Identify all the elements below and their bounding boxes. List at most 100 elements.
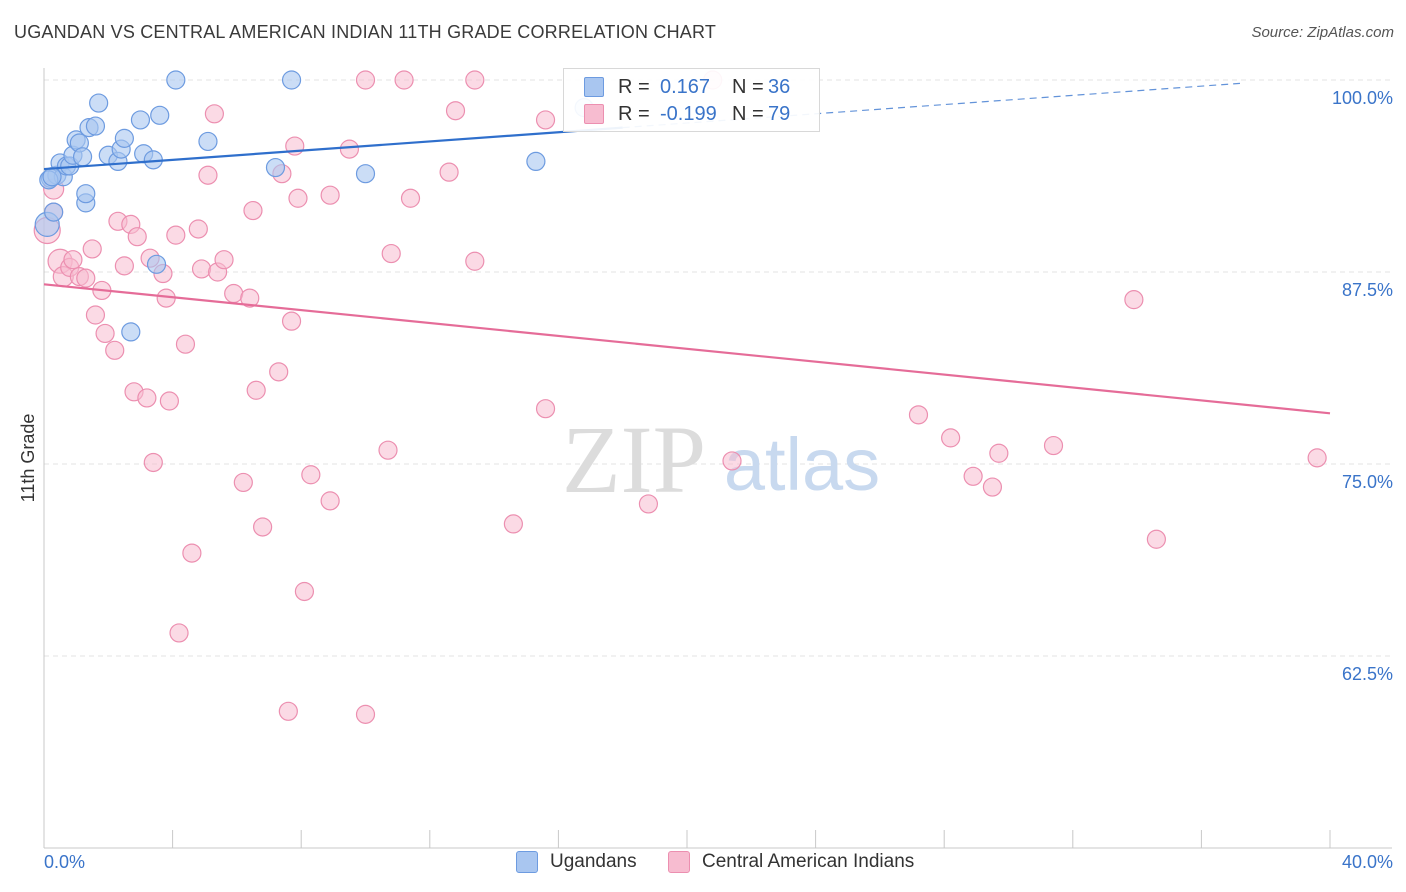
data-point-central-american-indians <box>963 466 983 486</box>
data-point-central-american-indians <box>143 452 163 473</box>
data-point-central-american-indians <box>246 380 266 400</box>
data-point-central-american-indians <box>281 311 302 331</box>
y-tick-label: 75.0% <box>1342 472 1393 492</box>
legend-row-central-american-indians: R = -0.199 N = 79 <box>584 102 790 126</box>
data-point-ugandans <box>146 254 167 274</box>
series-ugandans-points <box>34 70 594 342</box>
source-label: Source: ZipAtlas.com <box>1251 24 1394 41</box>
x-tick-label-min: 0.0% <box>44 852 86 872</box>
data-point-ugandans <box>44 202 64 222</box>
trend-lines <box>43 82 1331 415</box>
data-point-central-american-indians <box>381 243 401 264</box>
y-tick-label: 100.0% <box>1332 88 1393 108</box>
data-point-ugandans <box>198 131 218 152</box>
watermark-zip: ZIP <box>562 406 706 513</box>
legend-r-value: 0.167 <box>660 75 711 98</box>
data-point-ugandans <box>526 151 546 172</box>
data-point-central-american-indians <box>465 251 485 271</box>
data-point-central-american-indians <box>76 268 96 288</box>
data-point-central-american-indians <box>198 165 218 185</box>
data-point-ugandans <box>166 70 186 90</box>
data-point-ugandans <box>89 93 109 113</box>
data-point-central-american-indians <box>127 227 147 247</box>
data-point-central-american-indians <box>1043 435 1064 456</box>
data-point-central-american-indians <box>1307 448 1327 468</box>
data-point-ugandans <box>281 70 302 90</box>
data-point-central-american-indians <box>320 185 340 205</box>
legend-swatch-ugandans <box>584 77 604 97</box>
trend-line-central-american-indians <box>43 283 1331 415</box>
y-tick-label: 62.5% <box>1342 664 1393 684</box>
data-point-central-american-indians <box>378 440 398 460</box>
legend-swatch-central-american-indians <box>584 104 604 124</box>
trend-line-ugandans <box>43 126 623 171</box>
chart-title: UGANDAN VS CENTRAL AMERICAN INDIAN 11TH … <box>14 22 717 42</box>
legend-swatch-central-american-indians <box>668 851 690 873</box>
data-point-central-american-indians <box>301 465 321 485</box>
legend-r-label: R = <box>618 102 650 125</box>
legend-item-central-american-indians[interactable]: Central American Indians <box>668 851 914 873</box>
correlation-legend: R = 0.167 N = 36 R = -0.199 N = 79 <box>563 68 820 132</box>
data-point-central-american-indians <box>233 472 253 493</box>
legend-n-label: N = <box>732 75 764 98</box>
data-point-central-american-indians <box>137 388 157 408</box>
series-central-american-indians-points <box>33 70 1327 724</box>
data-point-ugandans <box>85 116 106 136</box>
legend-label-central-american-indians: Central American Indians <box>702 851 915 872</box>
y-tick-label: 87.5% <box>1342 280 1393 300</box>
legend-item-ugandans[interactable]: Ugandans <box>516 851 637 873</box>
data-point-central-american-indians <box>175 334 196 354</box>
data-point-central-american-indians <box>394 70 414 90</box>
x-tick-label-max: 40.0% <box>1341 852 1393 872</box>
data-point-central-american-indians <box>214 250 234 270</box>
legend-row-ugandans: R = 0.167 N = 36 <box>584 75 790 99</box>
data-point-central-american-indians <box>439 162 459 182</box>
data-point-central-american-indians <box>982 477 1003 497</box>
data-point-ugandans <box>76 184 96 204</box>
data-point-central-american-indians <box>166 225 186 245</box>
legend-n-value: 36 <box>768 75 791 98</box>
data-point-ugandans <box>150 105 170 125</box>
data-point-central-american-indians <box>503 514 523 534</box>
data-point-central-american-indians <box>400 188 421 208</box>
axis-layer <box>43 68 1392 849</box>
data-point-ugandans <box>265 157 286 178</box>
watermark-atlas: atlas <box>724 423 880 506</box>
data-point-ugandans <box>121 322 141 342</box>
data-point-central-american-indians <box>105 340 125 360</box>
data-point-central-american-indians <box>535 110 556 130</box>
data-point-central-american-indians <box>278 701 298 721</box>
data-point-ugandans <box>130 110 151 130</box>
grid-layer <box>44 79 1392 657</box>
data-point-ugandans <box>114 128 134 148</box>
data-point-central-american-indians <box>908 405 929 425</box>
y-tick-labels: 100.0% 87.5% 75.0% 62.5% <box>1332 88 1393 684</box>
legend-n-label: N = <box>732 102 764 125</box>
data-point-central-american-indians <box>224 283 244 304</box>
data-point-central-american-indians <box>253 517 273 537</box>
data-point-ugandans <box>72 147 93 167</box>
data-point-central-american-indians <box>182 543 202 563</box>
data-point-central-american-indians <box>240 288 260 308</box>
data-point-central-american-indians <box>722 451 742 471</box>
data-point-central-american-indians <box>445 101 466 121</box>
data-point-central-american-indians <box>989 443 1009 463</box>
data-point-central-american-indians <box>941 428 961 448</box>
data-point-ugandans <box>355 164 376 184</box>
legend-r-value: -0.199 <box>660 102 717 125</box>
legend-swatch-ugandans <box>516 851 538 873</box>
data-point-central-american-indians <box>159 391 179 411</box>
series-legend: Ugandans Central American Indians <box>0 851 1406 877</box>
data-point-central-american-indians <box>320 491 340 511</box>
data-point-central-american-indians <box>95 323 115 344</box>
data-point-central-american-indians <box>288 188 308 208</box>
data-point-central-american-indians <box>535 399 556 419</box>
data-point-central-american-indians <box>204 104 224 124</box>
legend-label-ugandans: Ugandans <box>550 851 637 872</box>
data-point-central-american-indians <box>269 362 289 382</box>
data-point-central-american-indians <box>114 256 134 276</box>
data-point-central-american-indians <box>355 704 376 724</box>
legend-r-label: R = <box>618 75 650 98</box>
data-point-central-american-indians <box>188 219 208 239</box>
